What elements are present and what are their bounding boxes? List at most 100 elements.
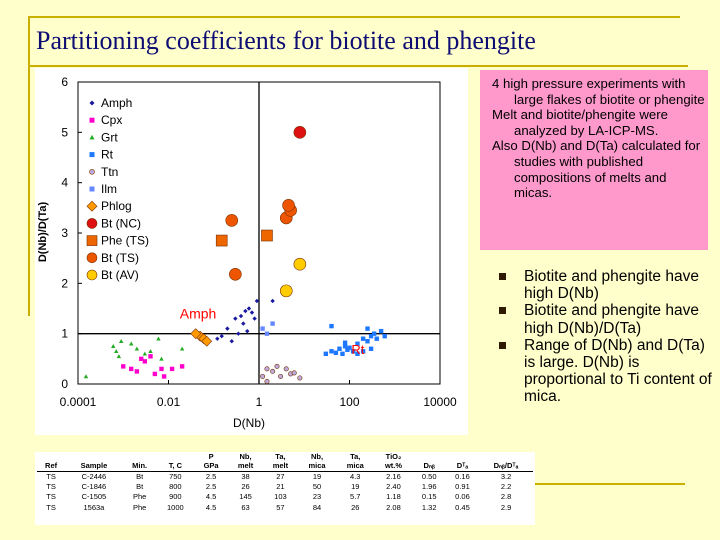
table-cell: 27 — [276, 472, 285, 481]
table-cell: 4.5 — [205, 502, 217, 512]
y-tick-label: 5 — [61, 125, 68, 139]
table-cell: C-2446 — [81, 472, 107, 481]
table-header: Sample — [65, 452, 123, 472]
table-row: TS C-1505 Phe 900 4.5 145 103 23 5.7 1.18 0.15 0.06… — [37, 492, 533, 502]
x-tick-label: 1 — [256, 395, 263, 409]
table-cell: 26 — [351, 502, 360, 512]
table-header: Dₙᵦ — [412, 452, 446, 472]
table-cell: 1000 — [167, 502, 184, 512]
bullet-item: Biotite and phengite have high D(Nb) — [496, 268, 716, 302]
bullet-text: Range of D(Nb) and D(Ta) is large. D(Nb)… — [524, 336, 712, 406]
table-cell: Bt — [136, 482, 144, 492]
legend-label: Ttn — [101, 165, 118, 179]
data-point — [340, 351, 345, 356]
bullet-item: Range of D(Nb) and D(Ta) is large. D(Nb)… — [496, 337, 716, 406]
data-point — [347, 345, 352, 350]
data-point — [329, 323, 334, 329]
data-point — [368, 346, 374, 351]
x-tick-label: 0.01 — [157, 395, 181, 409]
data-point — [360, 336, 366, 341]
data-point — [291, 370, 297, 376]
table-cell: 50 — [312, 482, 322, 492]
table-row: TS 1563a Phe 1000 4.5 63 57 84 26 2.08 1.32 0.45 2.9 — [37, 503, 533, 513]
legend-marker — [86, 200, 98, 212]
data-point — [252, 316, 257, 321]
legend-label: Phlog — [101, 199, 132, 213]
data-point — [264, 366, 270, 372]
legend-marker — [89, 152, 95, 158]
data-point — [201, 335, 213, 347]
data-point — [368, 333, 374, 339]
table-cell: 900 — [169, 492, 182, 502]
data-point — [225, 326, 230, 331]
data-point — [215, 336, 220, 341]
left-rule — [28, 16, 30, 316]
legend-label: Ilm — [101, 182, 117, 196]
data-point — [139, 356, 144, 362]
data-point — [114, 349, 119, 354]
data-point — [342, 340, 348, 345]
data-point — [270, 321, 275, 326]
legend-marker — [89, 134, 95, 140]
data-point — [129, 366, 134, 372]
data-point — [190, 328, 202, 340]
data-point — [116, 354, 122, 359]
table-row: TS C-2446 Bt 750 2.5 38 27 19 4.3 2.16 0.50 0.16 3.2 — [37, 472, 533, 483]
data-point — [374, 336, 379, 341]
table-header: Nb, melt — [228, 452, 263, 472]
x-tick-label: 10000 — [423, 395, 457, 409]
data-point — [355, 341, 360, 346]
data-point — [274, 363, 280, 369]
table-cell: 0.15 — [421, 492, 437, 502]
table-cell: 38 — [241, 472, 250, 481]
y-tick-label: 1 — [61, 327, 68, 341]
table-cell: 2.16 — [386, 472, 401, 481]
table-cell: C-1846 — [81, 482, 107, 492]
data-point — [254, 298, 260, 304]
data-table-panel: Ref Sample Min. T, C P GPa Nb, melt Ta, mel… — [35, 452, 535, 525]
legend-marker — [86, 269, 98, 281]
table-header: Ref — [37, 452, 66, 472]
table-cell: 21 — [276, 482, 285, 492]
bullet-text: Biotite and phengite have high D(Nb) — [524, 268, 699, 303]
data-point — [260, 373, 266, 379]
data-table: Ref Sample Min. T, C P GPa Nb, melt Ta, mel… — [37, 452, 533, 513]
table-cell: 0.06 — [455, 492, 470, 502]
table-cell: 103 — [274, 492, 287, 502]
legend-marker — [86, 235, 98, 246]
data-point — [118, 339, 124, 343]
table-cell: 2.5 — [205, 482, 217, 492]
table-header: Dₙᵦ/Dᵀₐ — [479, 452, 533, 472]
table-cell: 1.32 — [421, 502, 437, 512]
table-cell: 57 — [276, 502, 285, 512]
annotation-label: Amph — [180, 306, 217, 322]
note-line: Melt and biotite/phengite were analyzed … — [492, 107, 668, 138]
legend-marker — [89, 169, 95, 175]
data-point — [360, 349, 366, 354]
data-point — [229, 339, 234, 344]
table-cell: 3.2 — [500, 472, 512, 481]
legend-label: Cpx — [101, 113, 122, 127]
table-cell: 84 — [312, 502, 322, 512]
data-point — [241, 321, 246, 326]
table-cell: TS — [46, 492, 56, 502]
data-point — [142, 351, 148, 356]
data-point — [142, 359, 148, 364]
data-point — [111, 344, 116, 349]
table-cell: 2.8 — [500, 492, 512, 502]
data-point — [365, 326, 370, 331]
table-header: Dᵀₐ — [445, 452, 480, 472]
data-point — [365, 339, 370, 344]
data-point — [179, 346, 185, 351]
table-cell: 26 — [241, 482, 250, 492]
table-cell: 1563a — [83, 502, 105, 512]
data-point — [293, 257, 307, 271]
table-cell: 2.40 — [386, 482, 401, 492]
table-cell: 23 — [312, 492, 322, 502]
data-point — [179, 364, 185, 369]
table-row: TS C-1846 Bt 800 2.5 26 21 50 19 2.40 1.96 0.91 2.2 — [37, 482, 533, 492]
table-cell: 2.5 — [205, 472, 217, 481]
table-cell: 19 — [312, 472, 322, 481]
accent-rule — [535, 483, 685, 485]
data-point — [350, 349, 356, 354]
